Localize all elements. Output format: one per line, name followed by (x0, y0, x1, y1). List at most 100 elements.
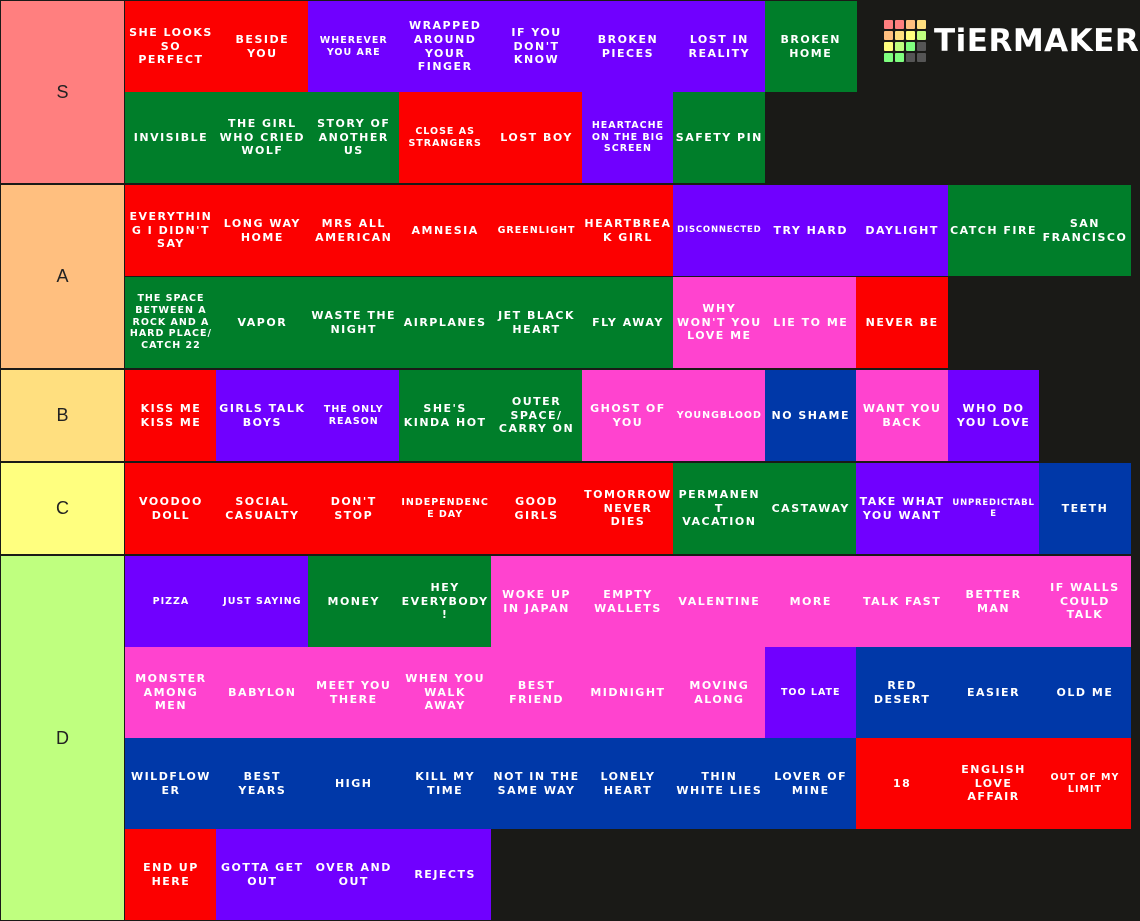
logo-square (917, 42, 926, 51)
tier-item-broken-pieces[interactable]: BROKEN PIECES (582, 1, 674, 92)
tier-item-never-be[interactable]: NEVER BE (856, 277, 949, 368)
tier-item-independence-day[interactable]: INDEPENDENCE DAY (399, 463, 492, 554)
tier-item-the-only-reason[interactable]: THE ONLY REASON (307, 370, 400, 461)
tier-item-wrapped-around-your-finger[interactable]: WRAPPED AROUND YOUR FINGER (399, 1, 492, 92)
tier-label-s: S (1, 1, 124, 183)
tier-item-end-up-here[interactable]: END UP HERE (125, 829, 217, 920)
tier-item-lover-of-mine[interactable]: LOVER OF MINE (764, 738, 857, 829)
tier-item-take-what-you-want[interactable]: TAKE WHAT YOU WANT (856, 463, 949, 554)
tier-item-mrs-all-american[interactable]: MRS ALL AMERICAN (307, 185, 400, 276)
tier-item-woke-up-in-japan[interactable]: WOKE UP IN JAPAN (490, 556, 583, 647)
tier-item-outer-space-carry-on[interactable]: OUTER SPACE/ CARRY ON (490, 370, 583, 461)
tier-item-no-shame[interactable]: NO SHAME (764, 370, 857, 461)
tier-item-talk-fast[interactable]: TALK FAST (856, 556, 949, 647)
tier-item-good-girls[interactable]: GOOD GIRLS (490, 463, 583, 554)
tier-item-wherever-you-are[interactable]: WHEREVER YOU ARE (307, 1, 400, 92)
tier-item-gotta-get-out[interactable]: GOTTA GET OUT (216, 829, 309, 920)
logo-square (884, 20, 893, 29)
tier-item-when-you-walk-away[interactable]: WHEN YOU WALK AWAY (399, 647, 492, 738)
tier-item-why-won-t-you-love-me[interactable]: WHY WON'T YOU LOVE ME (673, 277, 766, 368)
tier-item-unpredictable[interactable]: UNPREDICTABLE (947, 463, 1040, 554)
tier-item-san-francisco[interactable]: SAN FRANCISCO (1039, 185, 1131, 276)
tier-item-broken-home[interactable]: BROKEN HOME (764, 1, 857, 92)
tier-item-more[interactable]: MORE (764, 556, 857, 647)
tier-item-moving-along[interactable]: MOVING ALONG (673, 647, 766, 738)
tier-item-thin-white-lies[interactable]: THIN WHITE LIES (673, 738, 766, 829)
tier-item-castaway[interactable]: CASTAWAY (764, 463, 857, 554)
tier-item-daylight[interactable]: DAYLIGHT (856, 185, 949, 276)
tier-item-rejects[interactable]: REJECTS (399, 829, 492, 920)
tier-item-lost-in-reality[interactable]: LOST IN REALITY (673, 1, 766, 92)
tier-item-heartache-on-the-big-screen[interactable]: HEARTACHE ON THE BIG SCREEN (582, 92, 674, 183)
tier-item-not-in-the-same-way[interactable]: NOT IN THE SAME WAY (490, 738, 583, 829)
tier-item-youngblood[interactable]: YOUNGBLOOD (673, 370, 766, 461)
tier-item-valentine[interactable]: VALENTINE (673, 556, 766, 647)
tier-item-catch-fire[interactable]: CATCH FIRE (947, 185, 1040, 276)
logo-grid-icon (884, 20, 926, 62)
tier-item-monster-among-men[interactable]: MONSTER AMONG MEN (125, 647, 217, 738)
tier-item-easier[interactable]: EASIER (947, 647, 1040, 738)
tier-item-teeth[interactable]: TEETH (1039, 463, 1131, 554)
tier-item-who-do-you-love[interactable]: WHO DO YOU LOVE (947, 370, 1040, 461)
tier-item-if-walls-could-talk[interactable]: IF WALLS COULD TALK (1039, 556, 1131, 647)
tier-item-if-you-don-t-know[interactable]: IF YOU DON'T KNOW (490, 1, 583, 92)
tier-item-airplanes[interactable]: AIRPLANES (399, 277, 492, 368)
tier-item-vapor[interactable]: VAPOR (216, 277, 309, 368)
tier-item-lonely-heart[interactable]: LONELY HEART (582, 738, 674, 829)
tier-item-invisible[interactable]: INVISIBLE (125, 92, 217, 183)
tier-item-wildflower[interactable]: WILDFLOWER (125, 738, 217, 829)
tier-item-out-of-my-limit[interactable]: OUT OF MY LIMIT (1039, 738, 1131, 829)
tier-item-red-desert[interactable]: RED DESERT (856, 647, 949, 738)
logo-square (917, 31, 926, 40)
tier-item-money[interactable]: MONEY (307, 556, 400, 647)
tier-item-she-s-kinda-hot[interactable]: SHE'S KINDA HOT (399, 370, 492, 461)
tier-item-hey-everybody[interactable]: HEY EVERYBODY! (399, 556, 492, 647)
tier-item-18[interactable]: 18 (856, 738, 949, 829)
tier-item-the-girl-who-cried-wolf[interactable]: THE GIRL WHO CRIED WOLF (216, 92, 309, 183)
tier-item-social-casualty[interactable]: SOCIAL CASUALTY (216, 463, 309, 554)
tier-item-empty-wallets[interactable]: EMPTY WALLETS (582, 556, 674, 647)
tier-item-try-hard[interactable]: TRY HARD (764, 185, 857, 276)
tier-item-kiss-me-kiss-me[interactable]: KISS ME KISS ME (125, 370, 217, 461)
tier-item-best-years[interactable]: BEST YEARS (216, 738, 309, 829)
tier-item-voodoo-doll[interactable]: VOODOO DOLL (125, 463, 217, 554)
tier-item-best-friend[interactable]: BEST FRIEND (490, 647, 583, 738)
tier-item-she-looks-so-perfect[interactable]: SHE LOOKS SO PERFECT (125, 1, 217, 92)
tier-item-fly-away[interactable]: FLY AWAY (582, 277, 674, 368)
tier-item-english-love-affair[interactable]: ENGLISH LOVE AFFAIR (947, 738, 1040, 829)
tier-item-old-me[interactable]: OLD ME (1039, 647, 1131, 738)
tier-item-waste-the-night[interactable]: WASTE THE NIGHT (307, 277, 400, 368)
tier-item-lost-boy[interactable]: LOST BOY (490, 92, 583, 183)
tier-item-everything-i-didn-t-say[interactable]: EVERYTHING I DIDN'T SAY (125, 185, 217, 276)
tier-item-ghost-of-you[interactable]: GHOST OF YOU (582, 370, 674, 461)
tier-item-close-as-strangers[interactable]: CLOSE AS STRANGERS (399, 92, 492, 183)
tier-label-a: A (1, 185, 124, 368)
tier-item-babylon[interactable]: BABYLON (216, 647, 309, 738)
tier-item-just-saying[interactable]: JUST SAYING (216, 556, 309, 647)
tier-item-long-way-home[interactable]: LONG WAY HOME (216, 185, 309, 276)
tier-item-tomorrow-never-dies[interactable]: TOMORROW NEVER DIES (582, 463, 674, 554)
tier-item-the-space-between-a-rock-and-a-hard-place-catch-22[interactable]: THE SPACE BETWEEN A ROCK AND A HARD PLAC… (125, 277, 217, 368)
tier-item-high[interactable]: HIGH (307, 738, 400, 829)
tier-item-story-of-another-us[interactable]: STORY OF ANOTHER US (307, 92, 400, 183)
tier-item-midnight[interactable]: MIDNIGHT (582, 647, 674, 738)
tier-item-pizza[interactable]: PIZZA (125, 556, 217, 647)
tier-item-want-you-back[interactable]: WANT YOU BACK (856, 370, 949, 461)
tier-item-better-man[interactable]: BETTER MAN (947, 556, 1040, 647)
tier-item-too-late[interactable]: TOO LATE (764, 647, 857, 738)
tier-item-over-and-out[interactable]: OVER AND OUT (307, 829, 400, 920)
tier-item-lie-to-me[interactable]: LIE TO ME (764, 277, 857, 368)
tier-item-disconnected[interactable]: DISCONNECTED (673, 185, 766, 276)
tier-item-greenlight[interactable]: GREENLIGHT (490, 185, 583, 276)
tier-item-girls-talk-boys[interactable]: GIRLS TALK BOYS (216, 370, 309, 461)
tier-item-jet-black-heart[interactable]: JET BLACK HEART (490, 277, 583, 368)
tier-item-amnesia[interactable]: AMNESIA (399, 185, 492, 276)
tier-item-heartbreak-girl[interactable]: HEARTBREAK GIRL (582, 185, 674, 276)
tier-item-beside-you[interactable]: BESIDE YOU (216, 1, 309, 92)
logo-square (895, 20, 904, 29)
tier-item-kill-my-time[interactable]: KILL MY TIME (399, 738, 492, 829)
tier-item-meet-you-there[interactable]: MEET YOU THERE (307, 647, 400, 738)
tier-item-safety-pin[interactable]: SAFETY PIN (673, 92, 766, 183)
tier-item-don-t-stop[interactable]: DON'T STOP (307, 463, 400, 554)
tier-item-permanent-vacation[interactable]: PERMANENT VACATION (673, 463, 766, 554)
